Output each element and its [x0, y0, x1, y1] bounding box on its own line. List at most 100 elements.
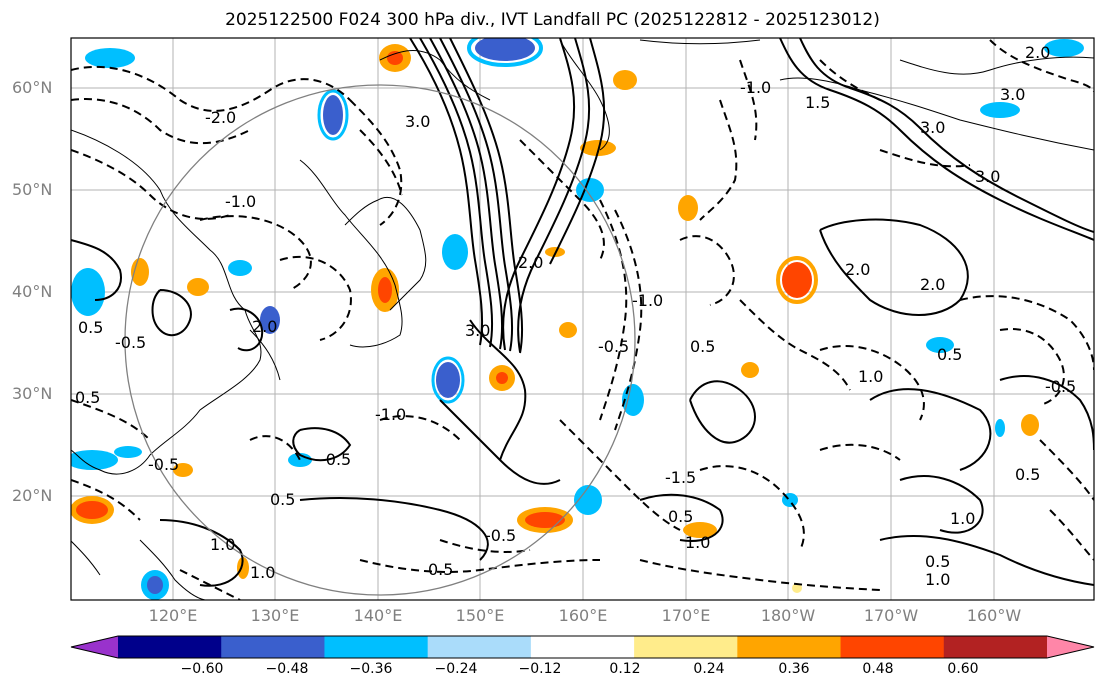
contour-label: -1.0	[740, 78, 771, 97]
shade-patch	[475, 38, 535, 61]
shade-patch	[741, 362, 759, 378]
shade-patch	[71, 450, 118, 470]
shade-patch	[995, 419, 1005, 437]
lon-label: 150°E	[455, 606, 505, 625]
shade-patch	[187, 278, 209, 296]
lat-label: 50°N	[12, 180, 53, 199]
contour-label: 0.5	[690, 337, 715, 356]
contour-label: 0.5	[75, 388, 100, 407]
shade-patch	[926, 337, 954, 353]
contour-label: -1.0	[632, 291, 663, 310]
lat-label: 40°N	[12, 282, 53, 301]
colorbar-segment	[634, 636, 738, 658]
landfall-region-circle	[124, 84, 636, 596]
divergence-shading	[71, 38, 1084, 600]
contour-label: 2.0	[920, 275, 945, 294]
shade-patch	[574, 485, 602, 515]
contour-label: 0.5	[270, 490, 295, 509]
colorbar-tick: 0.60	[947, 661, 979, 677]
contour-label: 1.0	[950, 509, 975, 528]
lon-label: 160°W	[966, 606, 1022, 625]
shade-patch	[114, 446, 142, 458]
contour-labels: -2.0 -1.0 -0.5 0.5 2.0 3.0 3.0 2.0 -1.0 …	[75, 43, 1076, 589]
colorbar-outline	[70, 635, 1095, 659]
lon-label: 160°E	[558, 606, 608, 625]
shade-patch	[323, 95, 343, 135]
shade-patch	[442, 234, 468, 270]
contour-label: 2.0	[518, 253, 543, 272]
shade-patch	[782, 262, 812, 298]
contour-label: -0.5	[320, 450, 351, 469]
shade-patch	[228, 260, 252, 276]
contour-label: 0.5	[428, 560, 453, 579]
lon-label: 180°W	[760, 606, 816, 625]
lon-label: 140°E	[353, 606, 403, 625]
colorbar-segment	[221, 636, 325, 658]
colorbar-tick: 0.36	[778, 661, 810, 677]
contour-label: -1.0	[225, 192, 256, 211]
contour-label: 0.5	[937, 345, 962, 364]
colorbar-tick: 0.12	[609, 661, 641, 677]
contour-label: 0.5	[925, 552, 950, 571]
colorbar-tick: −0.24	[434, 661, 478, 677]
lat-label: 60°N	[12, 78, 53, 97]
colorbar-extend-low	[71, 636, 118, 658]
shade-patch	[288, 453, 312, 467]
shade-patch	[980, 102, 1020, 118]
contour-label: -1.0	[375, 405, 406, 424]
colorbar-segment	[118, 636, 222, 658]
colorbar-tick: 0.24	[693, 661, 725, 677]
colorbar-segment	[943, 636, 1048, 658]
contour-label: -2.0	[205, 108, 236, 127]
colorbar-segment	[840, 636, 945, 658]
contour-label: 2.0	[1025, 43, 1050, 62]
shade-patch	[1044, 39, 1084, 57]
colorbar-segment	[530, 636, 635, 658]
colorbar-tick: −0.36	[349, 661, 393, 677]
contour-label: -0.5	[115, 333, 146, 352]
shade-patch	[260, 306, 280, 334]
contour-label: 0.5	[78, 318, 103, 337]
contour-label: 1.0	[925, 570, 950, 589]
contour-label: 3.0	[465, 321, 490, 340]
positive-contours	[71, 38, 1094, 587]
shade-patch	[85, 48, 135, 68]
shade-patch	[613, 70, 637, 90]
shade-patch	[678, 195, 698, 221]
coastlines	[71, 39, 1094, 600]
contour-label: -0.5	[1045, 377, 1076, 396]
shade-patch	[683, 522, 717, 538]
contour-label: 3.0	[405, 112, 430, 131]
shade-patch	[559, 322, 577, 338]
colorbar-segment	[324, 636, 429, 658]
contour-label: -0.5	[148, 455, 179, 474]
lon-label: 130°E	[250, 606, 300, 625]
colorbar-tick: −0.12	[518, 661, 562, 677]
colorbar-segment	[737, 636, 842, 658]
shade-patch	[792, 583, 802, 593]
colorbar-tick: −0.48	[265, 661, 309, 677]
shade-patch	[173, 463, 193, 477]
map-title: 2025122500 F024 300 hPa div., IVT Landfa…	[225, 10, 880, 30]
contour-label: 1.5	[805, 93, 830, 112]
shade-patch	[1021, 414, 1039, 436]
lat-label: 30°N	[12, 384, 53, 403]
shade-patch	[131, 258, 149, 286]
lon-label: 120°E	[148, 606, 198, 625]
contour-label: -0.5	[485, 526, 516, 545]
colorbar-tick: 0.48	[862, 661, 894, 677]
contour-label: 1.0	[685, 533, 710, 552]
colorbar-segment	[427, 636, 532, 658]
contour-label: 0.5	[1015, 465, 1040, 484]
shade-patch	[237, 557, 249, 579]
colorbar-tick: −0.60	[180, 661, 224, 677]
contour-label: 2.0	[845, 260, 870, 279]
lat-label: 20°N	[12, 486, 53, 505]
contour-label: 1.0	[210, 535, 235, 554]
lon-label: 170°E	[661, 606, 711, 625]
negative-contours	[71, 39, 1094, 600]
colorbar-extend-high	[1047, 636, 1094, 658]
shade-patch	[71, 268, 105, 316]
contour-label: 2.0	[252, 317, 277, 336]
